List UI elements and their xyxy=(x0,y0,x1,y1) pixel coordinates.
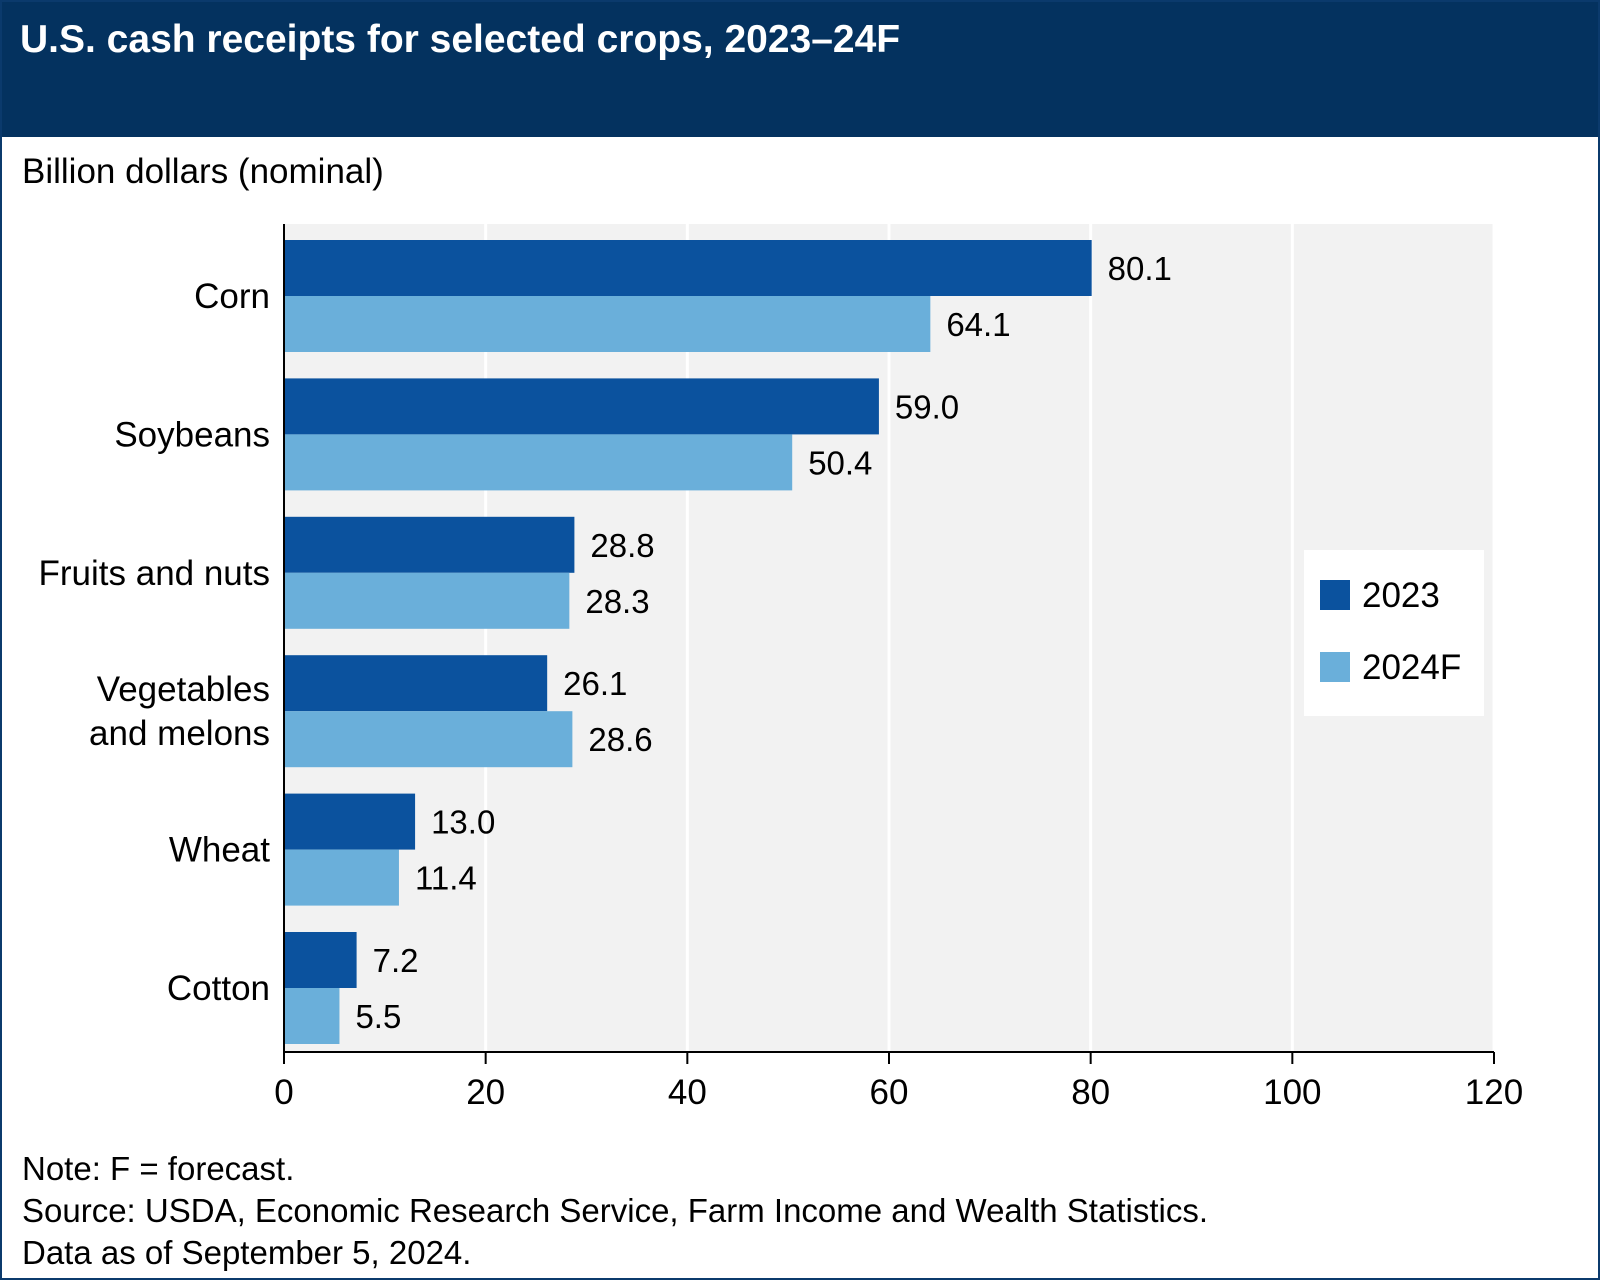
x-tick-label: 80 xyxy=(1071,1073,1110,1112)
bar-2023-soybeans xyxy=(284,378,879,435)
x-tick-label: 20 xyxy=(466,1073,505,1112)
x-tick-label: 120 xyxy=(1465,1073,1523,1112)
data-label: 26.1 xyxy=(563,665,627,702)
data-label: 13.0 xyxy=(431,804,495,841)
category-label: Wheat xyxy=(169,831,270,870)
legend-label: 2023 xyxy=(1362,576,1440,615)
data-date-text: Data as of September 5, 2024. xyxy=(22,1234,472,1271)
category-label: Fruits and nuts xyxy=(39,554,271,593)
data-label: 5.5 xyxy=(355,998,401,1035)
data-label: 28.8 xyxy=(590,527,654,564)
bar-2024f-fruits-and-nuts xyxy=(284,572,570,629)
x-tick-label: 100 xyxy=(1263,1073,1321,1112)
note-text: Note: F = forecast. xyxy=(22,1150,295,1187)
data-label: 50.4 xyxy=(808,444,872,481)
category-label: Vegetables xyxy=(97,670,270,709)
data-label: 80.1 xyxy=(1108,250,1172,287)
bar-2024f-soybeans xyxy=(284,434,793,491)
x-tick-label: 0 xyxy=(274,1073,293,1112)
legend-swatch-2024f xyxy=(1320,652,1350,682)
bar-2023-fruits-and-nuts xyxy=(284,516,575,573)
data-label: 28.3 xyxy=(585,583,649,620)
title-bar: U.S. cash receipts for selected crops, 2… xyxy=(2,2,1598,137)
bar-chart: 80.1 64.1 Corn 59.0 50.4 Soybeans 28.8 28.3 Frui… xyxy=(39,224,1523,1112)
bar-2024f-wheat xyxy=(284,849,399,906)
category-label: Soybeans xyxy=(114,415,270,454)
bar-2023-wheat xyxy=(284,793,416,850)
bar-2023-cotton xyxy=(284,932,357,988)
x-tick-label: 40 xyxy=(668,1073,707,1112)
data-label: 59.0 xyxy=(895,388,959,425)
category-label: and melons xyxy=(89,714,270,753)
bar-2023-vegetables-and-melons xyxy=(284,655,548,712)
data-label: 11.4 xyxy=(415,860,477,897)
data-label: 7.2 xyxy=(373,942,419,979)
bar-2024f-cotton xyxy=(284,988,340,1044)
bar-2024f-vegetables-and-melons xyxy=(284,711,573,768)
data-label: 64.1 xyxy=(946,306,1010,343)
source-text: Source: USDA, Economic Research Service,… xyxy=(22,1192,1209,1229)
data-label: 28.6 xyxy=(588,721,652,758)
chart-title: U.S. cash receipts for selected crops, 2… xyxy=(20,18,901,61)
category-label: Cotton xyxy=(167,969,270,1008)
x-tick-label: 60 xyxy=(870,1073,909,1112)
legend-box xyxy=(1304,550,1484,716)
legend-swatch-2023 xyxy=(1320,580,1350,610)
legend-label: 2024F xyxy=(1362,648,1461,687)
chart-notes: Note: F = forecast. Source: USDA, Econom… xyxy=(22,1148,1208,1274)
unit-label: Billion dollars (nominal) xyxy=(22,152,384,191)
bar-2023-corn xyxy=(284,240,1092,296)
bar-2024f-corn xyxy=(284,296,931,352)
category-label: Corn xyxy=(194,277,270,316)
